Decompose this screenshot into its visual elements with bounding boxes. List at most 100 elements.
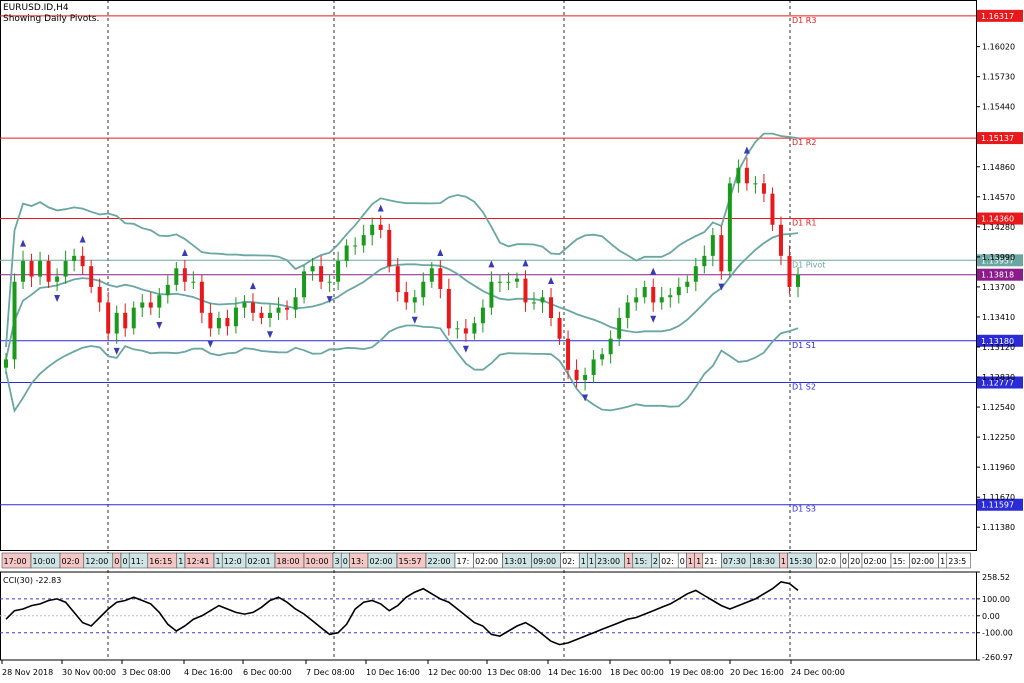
session-cell-label: 02:00	[475, 557, 498, 566]
price-tick-label: 1.14860	[982, 163, 1015, 172]
candle-body	[216, 317, 221, 329]
price-tick-label: 1.14570	[982, 193, 1015, 202]
fractal-up-icon	[249, 282, 256, 290]
price-tick-label: 1.11960	[982, 463, 1015, 472]
fractal-down-icon	[326, 296, 333, 304]
candle-body	[676, 286, 681, 296]
time-tick-label: 13 Dec 08:00	[487, 668, 541, 677]
candle-body	[370, 224, 375, 236]
candle-body	[702, 255, 707, 267]
time-tick-label: 18 Dec 00:00	[610, 668, 664, 677]
candle-body	[378, 224, 383, 230]
fractal-up-icon	[650, 267, 657, 275]
candle-body	[770, 193, 775, 225]
candle-body	[285, 307, 290, 310]
candle-body	[787, 255, 792, 287]
price-tick-label: 1.13410	[982, 313, 1015, 322]
fractal-up-icon	[548, 276, 555, 284]
session-cell-label: 1	[589, 557, 594, 566]
fractal-up-icon	[522, 259, 529, 267]
session-cell-label: 02:0	[818, 557, 836, 566]
pivot-price-label: 1.16317	[981, 12, 1014, 21]
session-cell-label: 1	[626, 557, 631, 566]
candle-body	[557, 317, 562, 339]
candle-body	[302, 271, 307, 298]
price-tick-label: 1.15440	[982, 103, 1015, 112]
session-cell-label: 1	[688, 557, 693, 566]
candle-body	[319, 266, 324, 282]
candle-body	[131, 307, 136, 329]
session-cell-label: 15:57	[399, 557, 422, 566]
candle-body	[761, 183, 766, 194]
cci-label: CCI(30) -22.83	[3, 576, 61, 585]
candle-body	[693, 266, 698, 282]
candle-body	[744, 167, 749, 184]
candle-body	[532, 302, 536, 304]
candle-body	[778, 224, 783, 256]
fractal-down-icon	[54, 295, 61, 303]
pivot-price-tag	[977, 132, 1023, 145]
fractal-down-icon	[156, 321, 163, 329]
fractal-down-icon	[411, 316, 418, 324]
price-tick-label: 1.11380	[982, 523, 1015, 532]
session-cell-label: 2	[653, 557, 658, 566]
candle-body	[404, 292, 409, 303]
candle-body	[523, 278, 528, 303]
candle-body	[165, 284, 170, 296]
candle-body	[89, 266, 94, 287]
candle-body	[480, 307, 485, 324]
price-tick-label: 1.13120	[982, 343, 1015, 352]
pivot-price-tag	[977, 9, 1023, 22]
candlesticks[interactable]	[4, 157, 800, 391]
session-cell-label: 02:00	[370, 557, 393, 566]
price-tick-label: 1.11670	[982, 493, 1015, 502]
time-axis[interactable]: 28 Nov 2018 30 Nov 00:00 3 Dec 08:00 4 Dec …	[1, 660, 845, 677]
session-cell-label: 0	[842, 557, 847, 566]
price-axis[interactable]: 1.16020 1.15730 1.15440 1.14860 1.14570 1.142…	[976, 43, 1015, 533]
session-cell-label: 0	[680, 557, 685, 566]
cci-panel[interactable]: CCI(30) -22.83 258.52 100.00 0.00 -100.00 -26…	[0, 571, 1013, 662]
candle-body	[250, 302, 255, 313]
band-middle	[5, 232, 799, 360]
price-tick-label: 1.16020	[982, 43, 1015, 52]
candle-body	[412, 297, 417, 303]
price-tick-label: 1.14280	[982, 223, 1015, 232]
main-frame	[0, 0, 977, 551]
candle-body	[659, 297, 664, 303]
candle-body	[157, 295, 162, 308]
current-price-label: 1.13818	[981, 271, 1014, 280]
session-cell-label: 0	[343, 557, 348, 566]
candle-body	[685, 281, 690, 287]
session-cell-label: 07:30	[723, 557, 746, 566]
candle-body	[574, 369, 579, 381]
time-tick-label: 19 Dec 08:00	[670, 668, 724, 677]
candle-body	[540, 297, 545, 303]
cci-line	[5, 581, 799, 646]
fractal-up-icon	[79, 235, 86, 243]
session-cell-label: 12:00	[85, 557, 108, 566]
candle-body	[199, 281, 204, 313]
session-cell-label: 02:	[661, 557, 674, 566]
candle-body	[736, 167, 741, 184]
session-cell-label: 1	[940, 557, 945, 566]
candle-body	[353, 245, 358, 247]
pivot-price-tag	[977, 334, 1023, 347]
candle-body	[310, 266, 315, 272]
fractal-up-icon	[377, 204, 384, 212]
session-cell-label: 21:	[704, 557, 717, 566]
time-tick-label: 3 Dec 08:00	[122, 668, 171, 677]
candle-body	[327, 281, 332, 283]
candle-body	[97, 286, 102, 303]
candle-body	[727, 183, 732, 272]
session-cell-label: 10:00	[33, 557, 56, 566]
session-cell-label: 1	[216, 557, 221, 566]
candle-body	[148, 302, 153, 308]
session-cell-label: 1	[178, 557, 183, 566]
time-tick-label: 7 Dec 08:00	[306, 668, 355, 677]
session-cell-label: 17:00	[4, 557, 27, 566]
candle-body	[421, 281, 426, 298]
pivot-price-tag	[977, 212, 1023, 225]
session-cell-label: 17:	[457, 557, 470, 566]
time-tick-label: 6 Dec 00:00	[243, 668, 292, 677]
